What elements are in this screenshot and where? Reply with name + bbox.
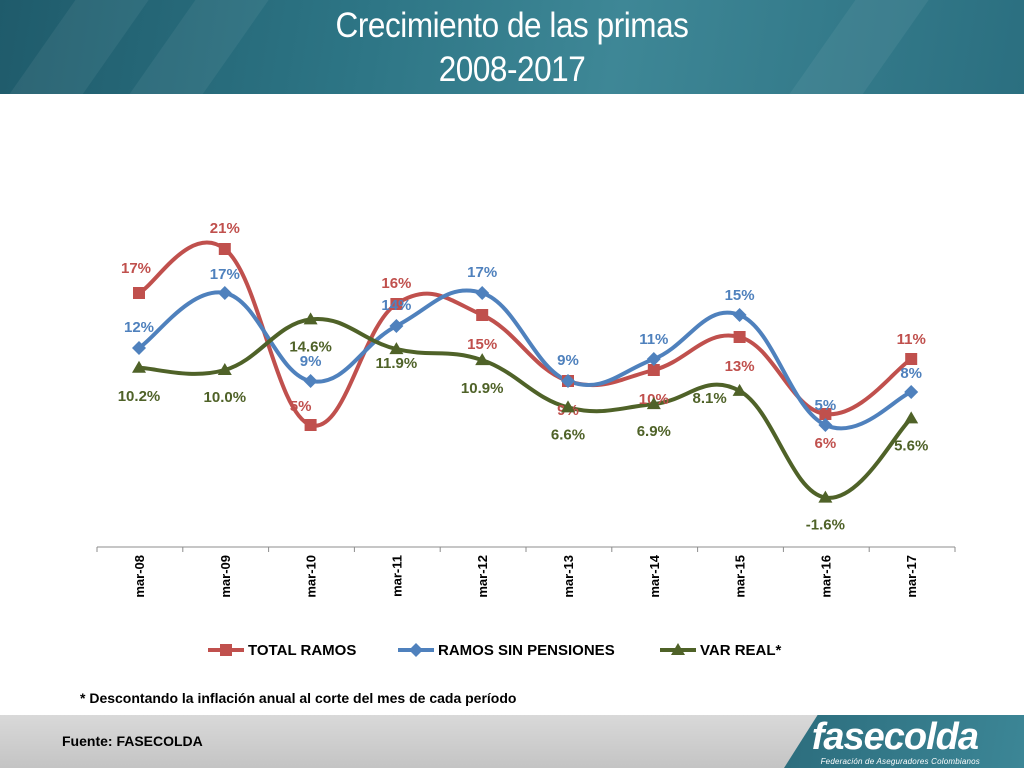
data-point — [304, 419, 317, 431]
data-label: 12% — [124, 319, 154, 336]
data-label: 5% — [290, 398, 312, 415]
data-label: 9% — [557, 352, 579, 369]
footer: Fuente: FASECOLDA fasecolda Federación d… — [0, 715, 1024, 768]
x-tick-label: mar-11 — [389, 555, 404, 597]
data-point — [475, 286, 490, 300]
data-label: 6.6% — [551, 426, 585, 443]
data-point — [904, 411, 919, 424]
data-point — [561, 400, 575, 413]
logo-panel: fasecolda Federación de Aseguradores Col… — [784, 715, 1024, 768]
data-point — [561, 374, 575, 388]
data-label: 17% — [467, 264, 497, 281]
data-point — [905, 353, 918, 365]
data-label: 6% — [815, 435, 837, 452]
source-label: Fuente: FASECOLDA — [62, 733, 203, 749]
x-tick-label: mar-14 — [647, 554, 662, 597]
data-point — [733, 331, 746, 343]
data-label: 5.6% — [894, 437, 928, 454]
data-label: 11.9% — [376, 355, 418, 372]
data-point — [218, 243, 231, 255]
data-point — [389, 342, 404, 355]
data-point — [476, 309, 489, 321]
data-point — [133, 287, 145, 299]
x-tick-label: mar-08 — [132, 555, 147, 598]
data-point — [132, 360, 146, 373]
data-label: 8.1% — [692, 390, 726, 407]
data-point — [475, 353, 490, 366]
footnote: * Descontando la inflación anual al cort… — [80, 690, 517, 706]
data-point — [732, 308, 747, 322]
series-line-var-real- — [137, 316, 914, 500]
data-label: 9% — [300, 353, 322, 370]
data-label: 15% — [467, 336, 497, 353]
data-label: 5% — [815, 397, 837, 414]
series-line-total-ramos — [137, 240, 914, 428]
legend-label: RAMOS SIN PENSIONES — [438, 642, 615, 659]
data-label: 8% — [900, 365, 922, 382]
data-point — [647, 364, 660, 376]
data-point — [132, 341, 146, 355]
x-tick-label: mar-16 — [818, 555, 833, 598]
data-point — [904, 385, 919, 399]
data-point — [303, 312, 318, 325]
data-point — [389, 319, 404, 333]
data-label: -1.6% — [806, 517, 845, 534]
data-point — [220, 644, 232, 656]
legend-label: VAR REAL* — [700, 642, 782, 659]
data-label: 17% — [121, 260, 151, 277]
data-point — [819, 408, 832, 420]
data-point — [217, 363, 232, 375]
data-label: 14.6% — [289, 338, 332, 355]
data-label: 21% — [210, 220, 240, 237]
data-point — [646, 397, 661, 410]
data-label: 6.9% — [637, 423, 671, 440]
logo-subtitle: Federación de Aseguradores Colombianos — [820, 757, 980, 766]
data-label: 11% — [897, 331, 926, 348]
title-line-1: Crecimiento de las primas — [335, 6, 689, 45]
data-label: 17% — [210, 266, 240, 283]
page-title: Crecimiento de las primas 2008-2017 — [51, 4, 973, 92]
x-tick-label: mar-15 — [733, 555, 748, 598]
series-line-ramos-sin-pensiones — [137, 288, 914, 431]
data-point — [390, 298, 403, 310]
data-point — [303, 374, 318, 388]
x-tick-label: mar-17 — [904, 555, 919, 598]
line-chart: mar-08 mar-09 mar-10 mar-11 mar-12 mar-13 mar-… — [96, 220, 956, 659]
x-tick-label: mar-13 — [561, 555, 576, 598]
data-label: 14% — [381, 297, 411, 314]
data-label: 11% — [639, 331, 668, 348]
title-line-2: 2008-2017 — [438, 50, 586, 89]
fasecolda-logo: fasecolda — [811, 716, 979, 758]
data-label: 10.9% — [461, 380, 504, 397]
legend-label: TOTAL RAMOS — [248, 642, 356, 659]
data-label: 10.2% — [118, 388, 161, 405]
data-label: 15% — [725, 287, 755, 304]
data-point — [671, 643, 685, 655]
header-banner: Crecimiento de las primas 2008-2017 — [0, 0, 1024, 94]
data-label: 10.0% — [204, 389, 247, 406]
data-point — [732, 383, 747, 396]
x-tick-label: mar-10 — [304, 555, 319, 598]
data-point — [409, 643, 423, 657]
data-point — [818, 418, 833, 432]
data-label: 13% — [725, 358, 755, 375]
data-label: 16% — [381, 275, 411, 292]
data-point — [818, 490, 833, 503]
x-tick-label: mar-12 — [475, 555, 490, 598]
data-point — [646, 352, 661, 366]
x-tick-label: mar-09 — [218, 555, 233, 598]
data-point — [217, 286, 232, 300]
